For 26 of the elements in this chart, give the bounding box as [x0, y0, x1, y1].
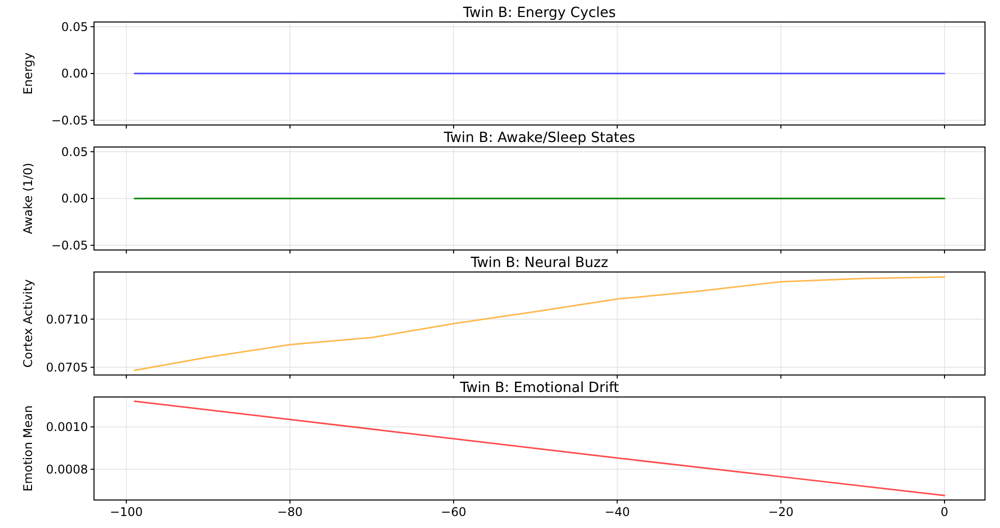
x-tick-label: −20: [768, 505, 794, 519]
line-series: [134, 400, 946, 496]
y-tick-label: 0.0010: [46, 420, 88, 434]
y-tick-label: 0.0710: [46, 312, 88, 326]
y-tick-label: 0.00: [61, 66, 88, 81]
x-tick-label: −100: [110, 505, 143, 519]
y-axis-title: Cortex Activity: [21, 279, 35, 368]
y-axis-title: Energy: [21, 52, 35, 95]
y-tick-label: 0.0008: [46, 462, 88, 476]
x-tick-label: −80: [277, 505, 303, 519]
chart-title: Twin B: Awake/Sleep States: [442, 130, 636, 146]
chart-title: Twin B: Neural Buzz: [470, 255, 608, 271]
chart-title: Twin B: Energy Cycles: [462, 5, 616, 21]
y-tick-label: 0.0705: [46, 360, 88, 374]
y-axis-title: Emotion Mean: [21, 405, 35, 492]
y-tick-label: 0.00: [61, 192, 88, 206]
y-tick-label: −0.05: [51, 238, 88, 253]
line-series: [134, 276, 946, 372]
y-tick-label: 0.05: [61, 144, 88, 159]
x-tick-label: 0: [940, 505, 948, 519]
x-tick-label: −60: [440, 505, 466, 519]
y-tick-label: 0.05: [61, 20, 88, 34]
chart-title: Twin B: Emotional Drift: [458, 380, 620, 396]
y-tick-label: −0.05: [51, 114, 88, 128]
y-axis-title: Awake (1/0): [21, 162, 35, 234]
x-tick-label: −40: [604, 505, 630, 519]
